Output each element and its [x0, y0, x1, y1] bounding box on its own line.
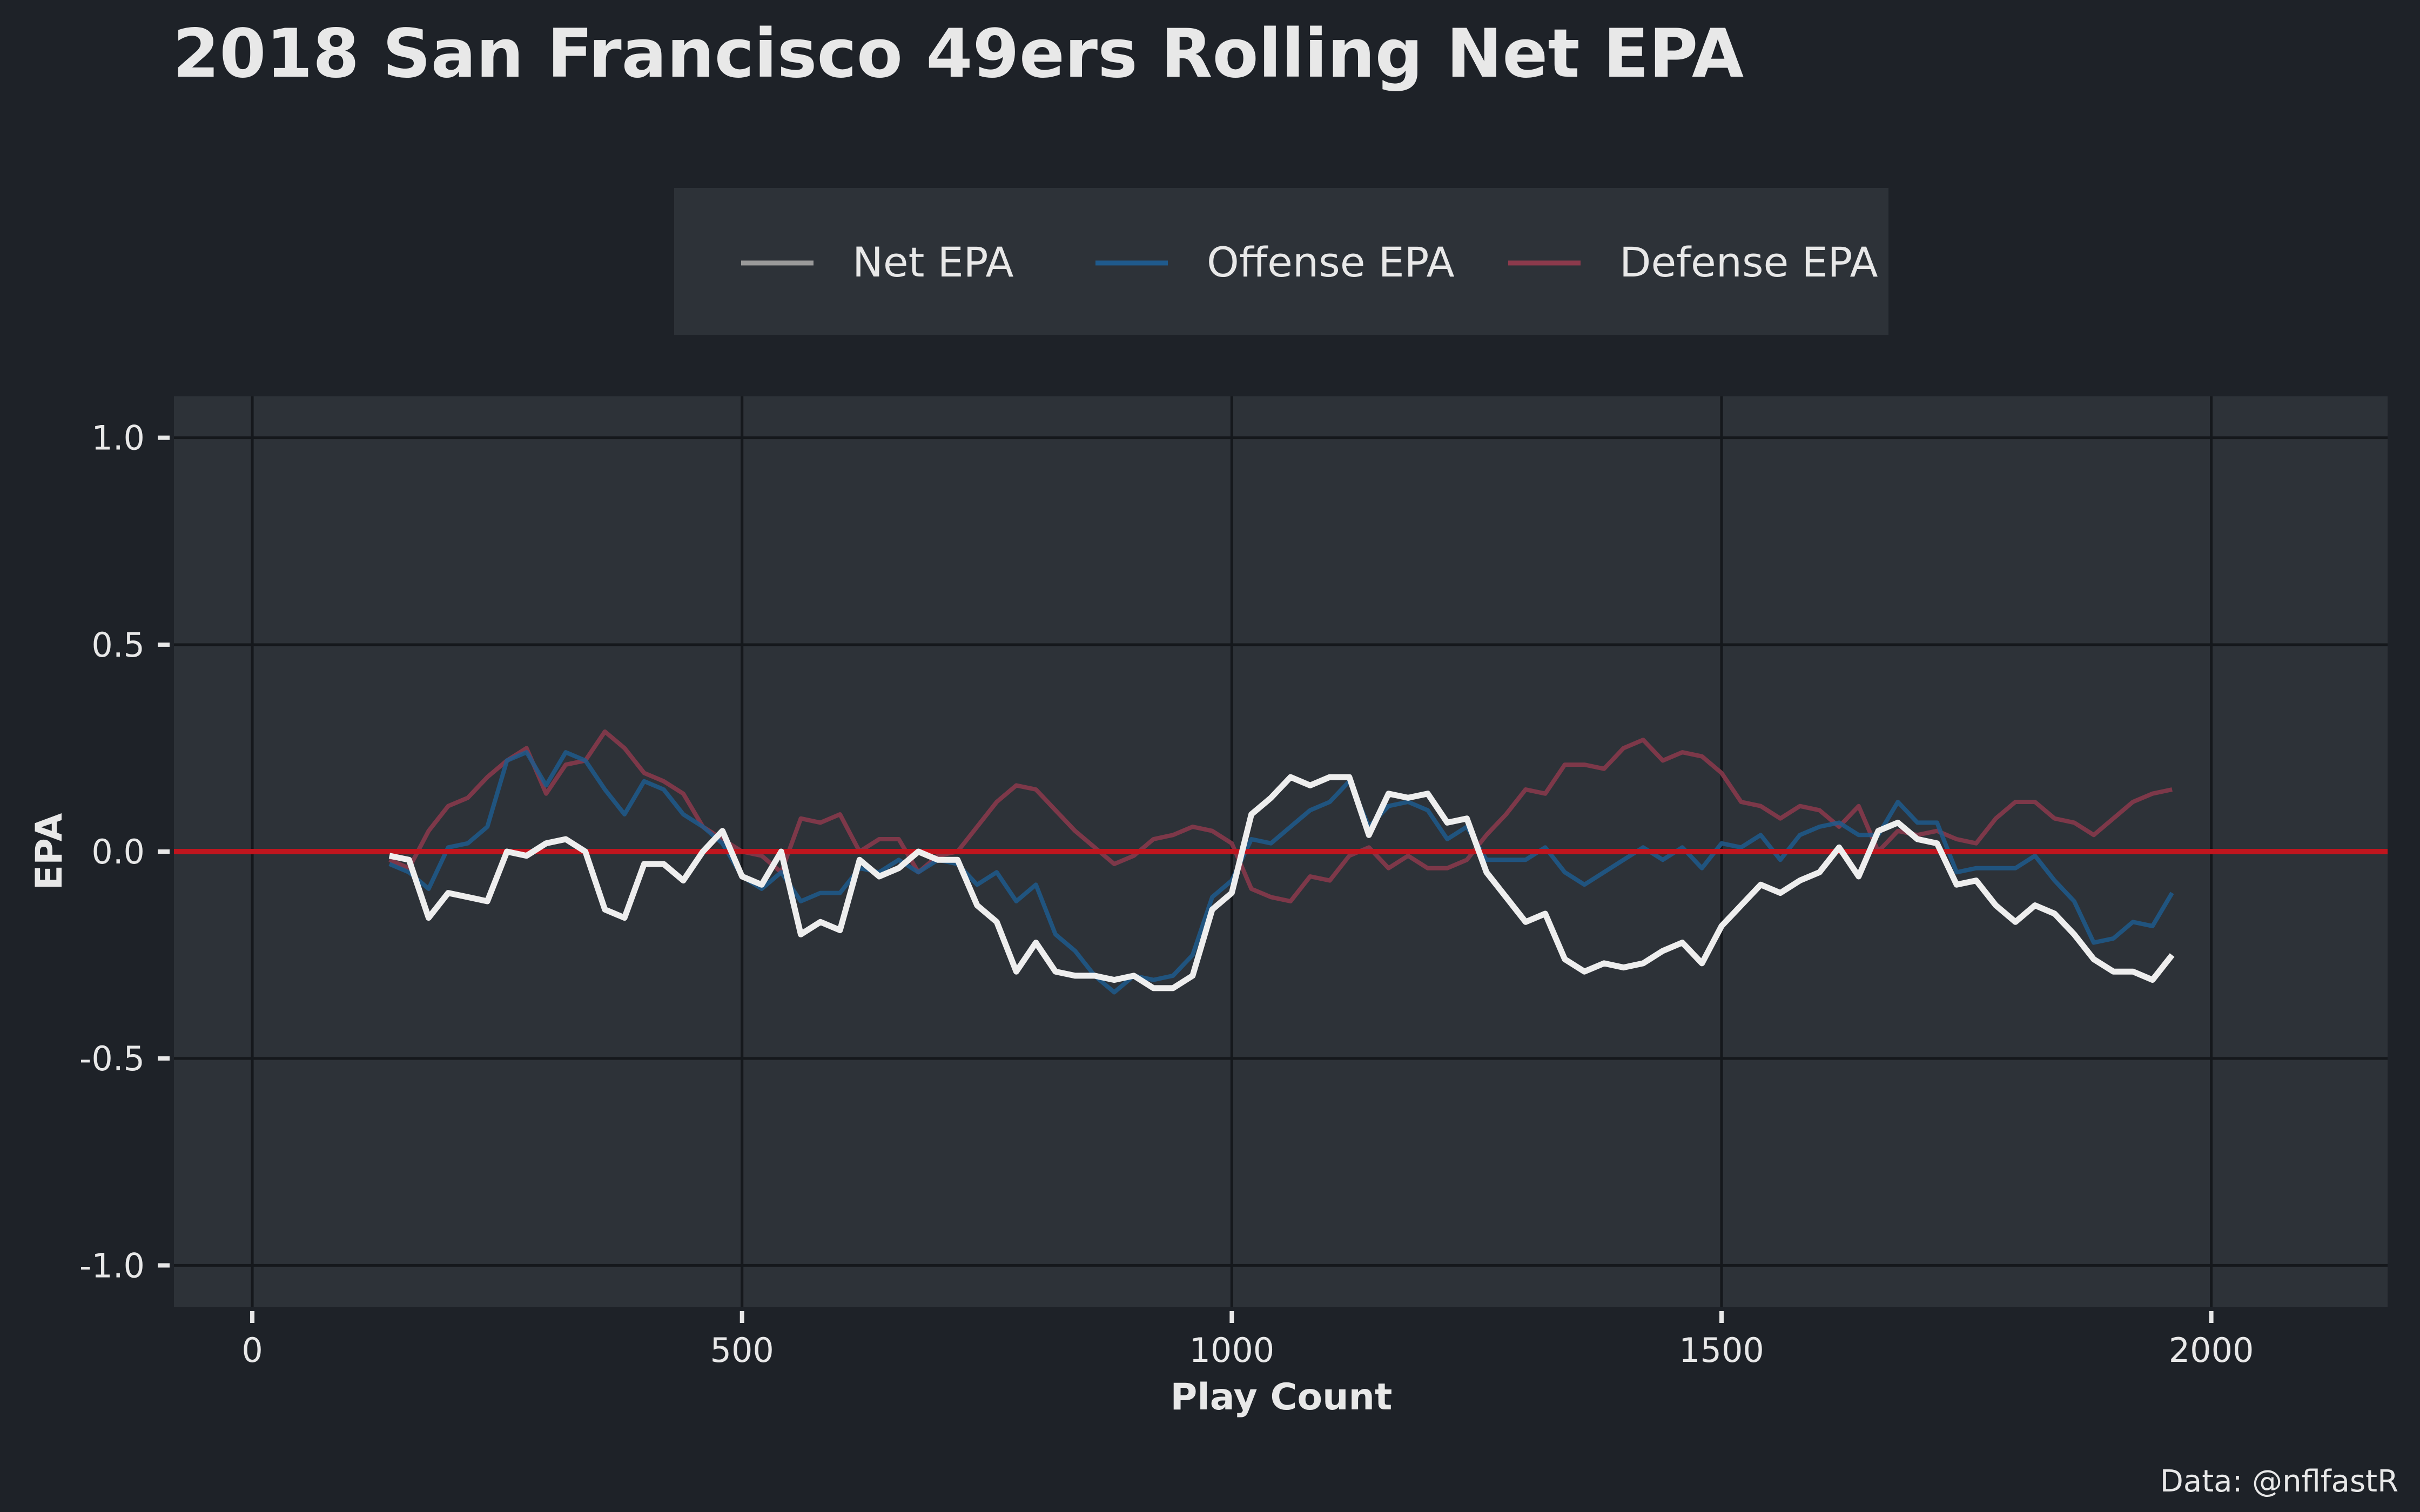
series-line-net-epa	[388, 774, 2175, 991]
legend-label-offense-epa: Offense EPA	[1207, 238, 1455, 286]
x-tick-label-4: 2000	[2169, 1331, 2254, 1370]
x-tick-label-2: 1000	[1189, 1331, 1274, 1370]
legend-label-net-epa: Net EPA	[852, 238, 1014, 286]
y-axis-title: EPA	[28, 813, 71, 890]
x-axis-title: Play Count	[1171, 1376, 1393, 1419]
x-tick-label-0: 0	[241, 1331, 263, 1370]
y-tick-label-3: -0.5	[79, 1039, 145, 1078]
chart-title: 2018 San Francisco 49ers Rolling Net EPA	[173, 15, 1744, 93]
legend: Net EPA Offense EPA Defense EPA	[674, 188, 1888, 335]
data-caption: Data: @nflfastR	[2160, 1464, 2398, 1499]
axes: 0 500 1000 1500 2000 1.0 0.5 0.0 -0.5 -1.0	[79, 418, 2254, 1370]
x-tick-label-3: 1500	[1679, 1331, 1764, 1370]
series-lines	[174, 729, 2388, 995]
y-tick-label-4: -1.0	[79, 1246, 145, 1285]
legend-label-defense-epa: Defense EPA	[1619, 238, 1878, 286]
legend-box	[674, 188, 1888, 335]
y-tick-label-1: 0.5	[91, 625, 145, 665]
y-tick-label-2: 0.0	[91, 832, 145, 872]
y-tick-label-0: 1.0	[91, 418, 145, 458]
x-tick-label-1: 500	[710, 1331, 774, 1370]
